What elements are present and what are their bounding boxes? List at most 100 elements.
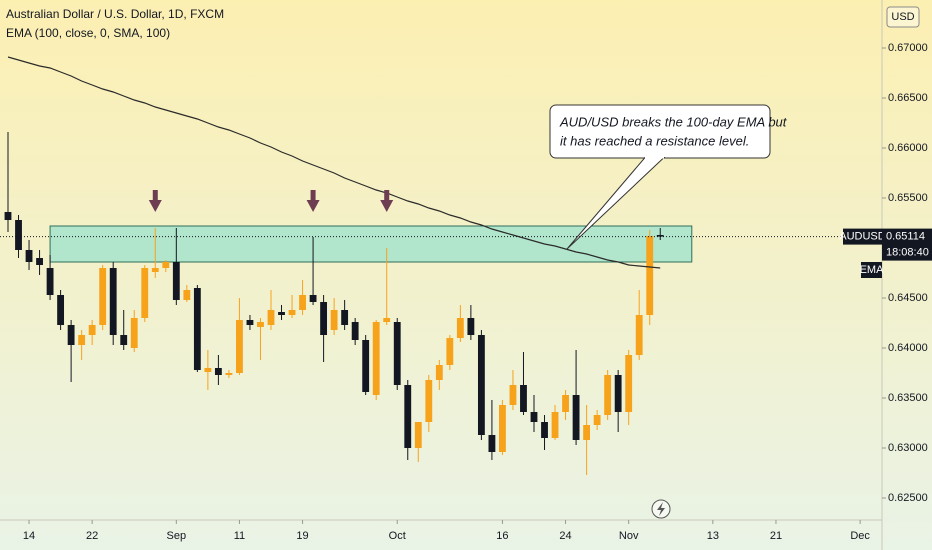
currency-box[interactable] <box>886 6 920 28</box>
candle-body <box>193 288 201 370</box>
callout-text: it has reached a resistance level. <box>560 133 749 148</box>
candle-body <box>141 268 149 318</box>
candle-body <box>635 315 643 355</box>
x-tick-label: 11 <box>234 530 245 542</box>
candle-body <box>15 220 22 250</box>
callout-text: AUD/USD breaks the 100-day EMA but <box>559 114 788 129</box>
candle-body <box>246 320 254 325</box>
candle-body <box>88 325 96 335</box>
arrow <box>148 190 162 212</box>
candle-body <box>236 320 243 373</box>
candle-body <box>656 235 664 237</box>
candle-body <box>372 322 380 395</box>
candle-body <box>541 422 548 438</box>
candle-body <box>257 322 264 327</box>
candle-body <box>25 250 33 262</box>
candle-body <box>299 295 306 310</box>
candle-body <box>214 368 222 375</box>
candle-body <box>162 262 170 268</box>
candle-body <box>625 355 633 412</box>
candle-body <box>562 395 569 412</box>
event-icon-bolt <box>657 502 665 516</box>
candle-body <box>446 338 454 365</box>
x-tick-label: Oct <box>389 530 406 542</box>
candle-body <box>488 435 496 452</box>
x-tick-label: 16 <box>496 530 508 542</box>
candle-body <box>456 318 464 338</box>
price-label: 0.65114 <box>886 231 925 243</box>
candle-body <box>499 405 506 452</box>
candle-body <box>593 415 601 425</box>
indicator-legend: EMA (100, close, 0, SMA, 100) <box>6 26 170 40</box>
x-tick-label: 22 <box>86 530 98 542</box>
candle-body <box>288 310 296 315</box>
candle-body <box>320 302 328 335</box>
candle-body <box>383 318 391 322</box>
candle-body <box>130 318 138 348</box>
candle-body <box>151 268 159 272</box>
candle-body <box>362 340 370 392</box>
y-tick-label: 0.63000 <box>888 442 928 454</box>
currency[interactable]: USD <box>891 11 914 23</box>
candle-body <box>36 258 43 265</box>
x-tick-label: 13 <box>707 530 719 542</box>
candle-body <box>583 425 591 440</box>
y-tick-label: 0.66500 <box>888 92 928 104</box>
ema-line <box>7 56 661 269</box>
candle-body <box>78 335 86 345</box>
y-tick-label: 0.64500 <box>888 292 928 304</box>
candle-body <box>646 236 654 315</box>
candle-body <box>467 318 475 335</box>
y-tick-label: 0.65500 <box>888 192 928 204</box>
candle-body <box>509 385 517 405</box>
candle-body <box>435 365 443 380</box>
x-tick-label: 19 <box>296 530 308 542</box>
candle-body <box>604 375 612 415</box>
y-tick-label: 0.67000 <box>888 42 928 54</box>
candle-body <box>530 412 538 422</box>
candle-body <box>551 412 559 438</box>
y-tick-label: 0.62500 <box>888 492 928 504</box>
candle-body <box>614 375 622 412</box>
arrow <box>306 190 320 212</box>
candle-body <box>425 380 433 422</box>
chart-title: Australian Dollar / U.S. Dollar, 1D, FXC… <box>6 7 224 21</box>
y-tick-label: 0.63500 <box>888 392 928 404</box>
candle-body <box>4 212 12 220</box>
candle-body <box>46 268 54 295</box>
candle-body <box>109 268 117 335</box>
candle-body <box>120 335 128 345</box>
candle-body <box>204 368 212 372</box>
candle-body <box>330 310 338 330</box>
x-tick-label: Sep <box>167 530 187 542</box>
x-tick-label: Dec <box>850 530 870 542</box>
x-tick-label: 24 <box>559 530 571 542</box>
candle-body <box>520 385 527 412</box>
symbol-tag <box>843 228 882 245</box>
candle-body <box>67 325 75 345</box>
countdown: 18:08:40 <box>886 247 929 259</box>
candle-body <box>183 290 191 300</box>
candle-body <box>172 262 180 300</box>
ema-tag <box>861 262 882 278</box>
x-tick-label: 21 <box>770 530 782 542</box>
candle-body <box>99 268 107 325</box>
callout-box <box>549 104 771 159</box>
y-tick-label: 0.64000 <box>888 342 928 354</box>
candle-body <box>393 322 401 385</box>
symbol-label: AUDUSD <box>839 231 886 243</box>
candle-body <box>309 295 317 302</box>
candle-body <box>57 295 65 325</box>
candle-body <box>404 385 412 448</box>
candle-body <box>572 395 580 440</box>
candle-body <box>278 312 285 315</box>
x-tick-label: 14 <box>23 530 35 542</box>
candle-body <box>225 373 233 375</box>
arrow <box>380 190 394 212</box>
candle-body <box>477 335 485 435</box>
price-tag <box>882 228 932 261</box>
candle-body <box>267 310 275 325</box>
